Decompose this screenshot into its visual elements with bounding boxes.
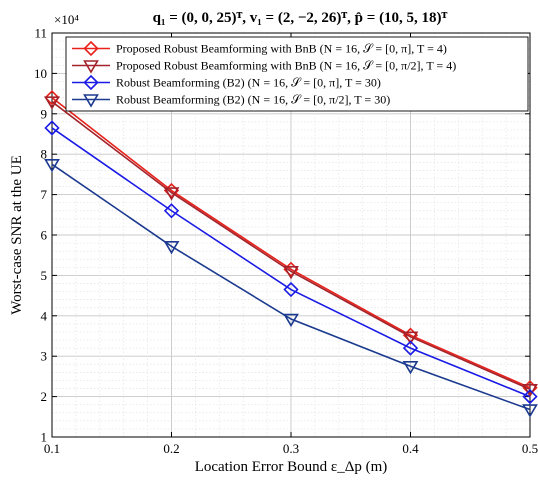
series-3 (44, 120, 538, 405)
legend-item: Robust Beamforming (B2) (N = 16, 𝒮 = [0,… (72, 74, 381, 91)
y-multiplier-label: ×10⁴ (54, 12, 79, 27)
y-tick-label: 5 (41, 268, 48, 283)
data-point (44, 120, 60, 136)
data-point (163, 241, 180, 255)
y-tick-label: 6 (41, 228, 48, 243)
axis-ticks: 1 2 3 4 5 6 7 8 9 10 11 0.1 0.2 0.3 0.4 0.5 (34, 26, 538, 457)
y-tick-label: 9 (41, 106, 48, 121)
y-tick-label: 4 (41, 308, 48, 323)
legend-label: Proposed Robust Beamforming with BnB (N … (116, 59, 456, 73)
legend-marker (83, 40, 99, 57)
legend-label: Robust Beamforming (B2) (N = 16, 𝒮 = [0,… (116, 93, 390, 107)
y-axis-title: Worst-case SNR at the UE (9, 155, 25, 315)
series-line (51, 97, 531, 389)
legend-label: Robust Beamforming (B2) (N = 16, 𝒮 = [0,… (116, 76, 381, 90)
legend-item: Robust Beamforming (B2) (N = 16, 𝒮 = [0,… (72, 93, 390, 108)
data-point (283, 313, 299, 328)
legend-item: Proposed Robust Beamforming with BnB (N … (72, 59, 456, 74)
data-point (522, 404, 538, 418)
data-point (44, 96, 60, 110)
data-point (283, 266, 299, 280)
legend-marker (83, 74, 99, 91)
y-tick-label: 2 (41, 389, 48, 404)
data-point (402, 340, 419, 356)
x-tick-label: 0.3 (283, 441, 299, 456)
x-tick-label: 0.4 (402, 441, 419, 456)
y-tick-label: 1 (41, 430, 48, 445)
x-axis-title: Location Error Bound ε_Δp (m) (195, 459, 388, 475)
series-line (51, 127, 531, 398)
series-lines (44, 90, 538, 418)
x-tick-label: 0.5 (522, 441, 538, 456)
y-tick-label: 10 (34, 66, 47, 81)
data-point (163, 187, 180, 201)
data-point (402, 331, 419, 345)
legend: Proposed Robust Beamforming with BnB (N … (65, 36, 529, 112)
plot-title: q₁ = (0, 0, 25)ᵀ, v₁ = (2, −2, 26)ᵀ, p̂ … (153, 10, 448, 26)
legend-item: Proposed Robust Beamforming with BnB (N … (72, 40, 447, 57)
data-point (522, 388, 538, 405)
series-2 (44, 96, 538, 398)
data-point (283, 281, 299, 298)
legend-marker (83, 60, 99, 74)
y-tick-label: 8 (41, 147, 48, 162)
legend-marker (83, 94, 99, 108)
series-line (51, 101, 531, 391)
x-tick-label: 0.1 (44, 441, 60, 456)
series-4 (44, 159, 538, 418)
data-point (44, 90, 60, 106)
data-point (44, 159, 60, 173)
data-point (163, 203, 180, 219)
data-point (522, 384, 538, 398)
y-tick-label: 7 (41, 187, 48, 202)
series-line (51, 163, 531, 411)
data-point (402, 360, 419, 375)
y-tick-label: 3 (41, 349, 48, 364)
legend-label: Proposed Robust Beamforming with BnB (N … (116, 42, 447, 56)
x-tick-label: 0.2 (163, 441, 179, 456)
legend-box (65, 36, 529, 112)
y-tick-label: 11 (34, 26, 47, 41)
